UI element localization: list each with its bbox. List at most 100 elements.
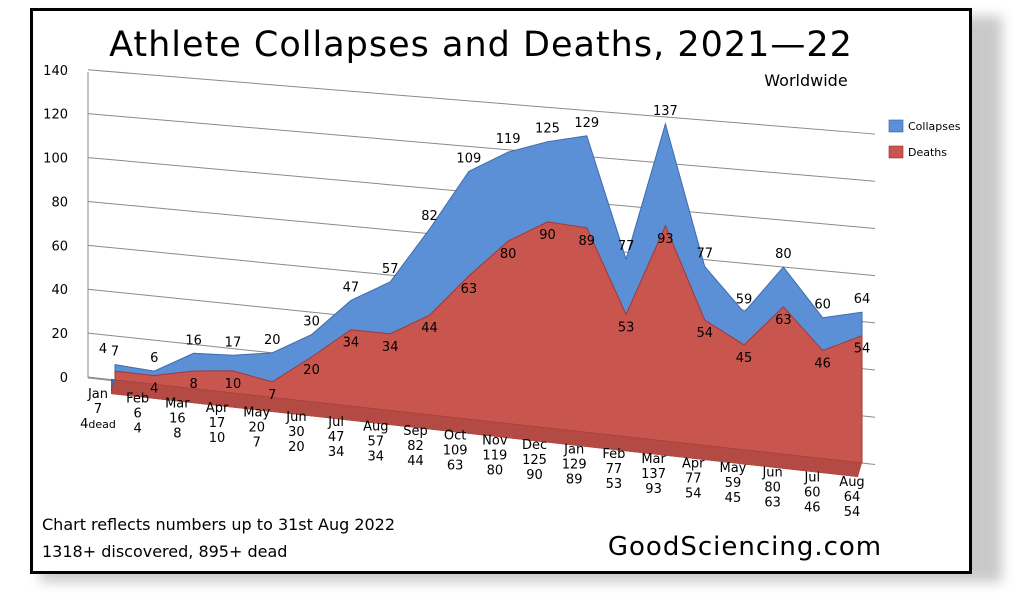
x-tick-collapses: 17	[209, 416, 226, 431]
collapses-data-label: 82	[421, 209, 438, 224]
legend-label-deaths: Deaths	[908, 146, 947, 159]
x-tick-month: Jul	[327, 415, 344, 430]
x-tick-collapses: 119	[482, 448, 507, 463]
collapses-data-label: 7	[111, 345, 119, 360]
x-tick-collapses: 60	[804, 485, 821, 500]
x-tick-collapses: 59	[725, 476, 742, 491]
deaths-data-label: 54	[854, 342, 871, 357]
x-axis-labels: Jan74deadFeb64Mar168Apr1710May207Jun3020…	[80, 387, 865, 520]
x-tick-deaths: 45	[725, 491, 742, 506]
y-tick-label: 120	[43, 108, 68, 123]
deaths-data-label: 4	[99, 342, 107, 357]
x-tick-deaths: 4	[134, 422, 142, 437]
x-tick-month: Feb	[602, 447, 625, 462]
y-tick-label: 140	[43, 64, 68, 79]
deaths-data-label: 54	[696, 326, 713, 341]
deaths-data-label: 53	[618, 320, 635, 335]
y-tick-label: 40	[51, 283, 68, 298]
deaths-data-label: 46	[814, 357, 831, 372]
x-tick-deaths: 90	[526, 468, 543, 483]
collapses-data-label: 30	[303, 315, 320, 330]
collapses-data-label: 77	[618, 239, 635, 254]
collapses-data-label: 17	[225, 335, 242, 350]
collapses-data-label: 137	[653, 104, 678, 119]
x-tick-month: Nov	[482, 433, 508, 448]
x-tick-month: Apr	[206, 401, 229, 416]
x-tick-deaths: 8	[173, 426, 181, 441]
x-tick-deaths: 4dead	[80, 417, 116, 432]
y-tick-label: 60	[51, 239, 68, 254]
legend: Collapses Deaths	[888, 119, 961, 159]
area-series	[111, 122, 863, 478]
x-tick-collapses: 57	[368, 434, 385, 449]
area-base	[111, 380, 862, 477]
grid-line	[87, 69, 876, 135]
x-tick-deaths: 7	[253, 436, 261, 451]
deaths-data-label: 34	[343, 336, 360, 351]
x-tick-deaths: 10	[209, 431, 226, 446]
footer-site: GoodSciencing.com	[608, 532, 882, 562]
x-tick-collapses: 20	[248, 421, 265, 436]
x-tick-collapses: 125	[522, 453, 547, 468]
legend-swatch-collapses	[888, 119, 904, 133]
legend-swatch-deaths	[888, 145, 904, 159]
collapses-data-label: 57	[382, 262, 399, 277]
x-tick-deaths: 54	[844, 505, 861, 520]
x-tick-deaths: 80	[487, 463, 504, 478]
x-tick-month: Jan	[87, 387, 108, 402]
collapses-data-label: 129	[574, 116, 599, 131]
y-tick-label: 0	[60, 371, 68, 386]
legend-label-collapses: Collapses	[908, 120, 961, 133]
x-tick-collapses: 47	[328, 430, 345, 445]
x-tick-deaths: 63	[447, 459, 464, 474]
x-tick-collapses: 7	[94, 402, 102, 417]
x-tick-deaths: 53	[606, 477, 623, 492]
x-tick-month: May	[720, 461, 747, 476]
x-tick-month: Feb	[126, 392, 149, 407]
x-tick-month: Oct	[444, 429, 466, 444]
x-tick-deaths: 20	[288, 440, 305, 455]
deaths-data-label: 44	[421, 321, 438, 336]
deaths-data-label: 80	[500, 247, 517, 262]
x-tick-month: Aug	[839, 475, 864, 490]
chart-title: Athlete Collapses and Deaths, 2021—22	[109, 25, 853, 65]
collapses-data-label: 109	[456, 151, 481, 166]
deaths-data-label: 90	[539, 228, 556, 243]
x-tick-collapses: 80	[764, 481, 781, 496]
x-tick-month: Sep	[403, 424, 428, 439]
x-tick-deaths: 34	[368, 449, 385, 464]
x-tick-collapses: 16	[169, 411, 186, 426]
x-tick-collapses: 30	[288, 425, 305, 440]
x-tick-collapses: 137	[641, 467, 666, 482]
grid-line	[87, 113, 876, 182]
x-tick-month: Aug	[363, 419, 388, 434]
collapses-data-label: 119	[496, 132, 521, 147]
x-tick-month: Mar	[165, 396, 190, 411]
collapses-data-label: 16	[185, 333, 202, 348]
collapses-data-label: 59	[736, 292, 753, 307]
x-tick-month: Jan	[563, 443, 584, 458]
x-tick-deaths: 44	[407, 454, 424, 469]
x-tick-collapses: 129	[562, 458, 587, 473]
x-tick-month: Dec	[522, 438, 547, 453]
x-tick-deaths-suffix: dead	[88, 418, 115, 431]
x-tick-deaths: 93	[645, 482, 662, 497]
collapses-data-label: 80	[775, 247, 792, 262]
collapses-data-label: 47	[343, 280, 360, 295]
x-tick-month: Jun	[285, 410, 306, 425]
collapses-data-label: 20	[264, 333, 281, 348]
